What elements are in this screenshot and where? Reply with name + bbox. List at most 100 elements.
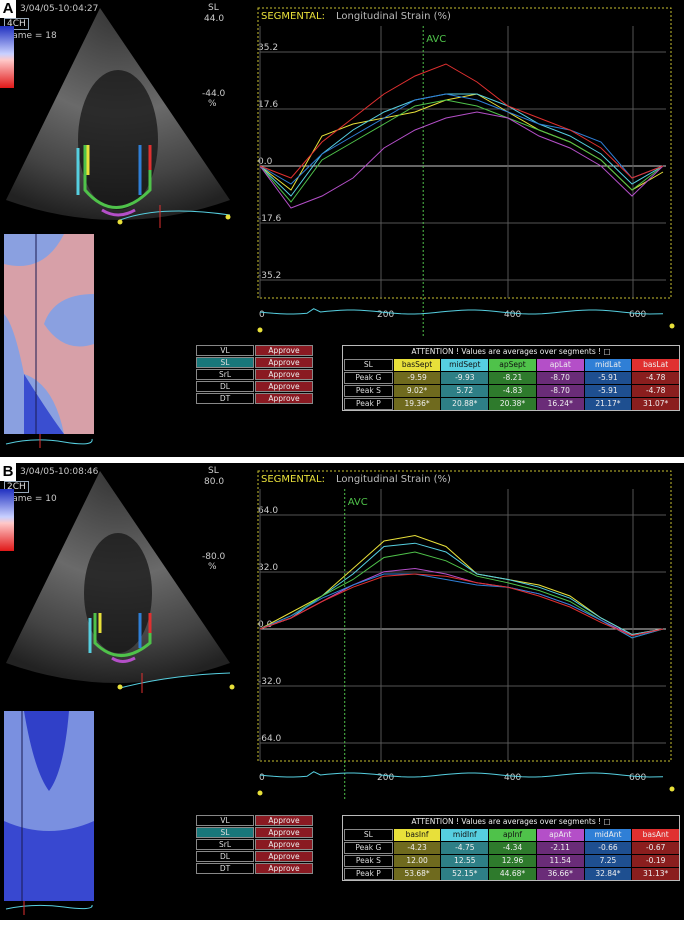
segment-header: midLat — [584, 359, 632, 371]
results-value: 31.13* — [632, 868, 680, 880]
y-tick-label: 0.0 — [258, 620, 273, 630]
strain-curve — [259, 551, 664, 639]
approve-button[interactable]: Approve — [255, 851, 313, 862]
scale-min: -44.0 — [202, 89, 226, 99]
status-row: DL Approve — [196, 381, 313, 392]
trace-type-label[interactable]: DT — [196, 393, 254, 404]
avc-label: AVC — [348, 497, 368, 508]
trace-type-label[interactable]: SL — [196, 827, 254, 838]
trace-type-label[interactable]: DL — [196, 381, 254, 392]
segment-header: basAnt — [632, 829, 680, 841]
x-tick-label: 200 — [377, 310, 394, 320]
results-row-label: Peak S — [344, 385, 393, 397]
panel-a: A 3/04/05-10:04:27 — [0, 0, 684, 457]
trace-type-label[interactable]: VL — [196, 345, 254, 356]
results-value: -9.59 — [393, 372, 441, 384]
approve-button[interactable]: Approve — [255, 839, 313, 850]
graph-title-prefix: SEGMENTAL: — [261, 474, 325, 485]
approve-button[interactable]: Approve — [255, 863, 313, 874]
results-row: Peak G -4.23 -4.75 -4.34 -2.11 -0.66 -0.67 — [343, 842, 680, 854]
results-table: ATTENTION ! Values are averages over seg… — [342, 345, 680, 411]
color-scale-bar — [0, 26, 14, 88]
ecg-trace — [259, 771, 664, 778]
results-value: -4.78 — [632, 372, 680, 384]
trace-type-label[interactable]: SrL — [196, 369, 254, 380]
approve-button[interactable]: Approve — [255, 815, 313, 826]
ecg-trace — [259, 308, 664, 315]
results-value: -0.66 — [584, 842, 632, 854]
y-tick-label: -64.0 — [258, 734, 282, 744]
results-row-label: Peak P — [344, 868, 393, 880]
results-header-row: SL basInf midInf apInf apAnt midAnt basAnt — [343, 829, 680, 841]
results-value: 52.15* — [441, 868, 489, 880]
strain-graph: SEGMENTAL: Longitudinal Strain (%) 64.0 32.… — [253, 463, 684, 803]
results-row-label: Peak G — [344, 842, 393, 854]
approve-button[interactable]: Approve — [255, 393, 313, 404]
results-value: -0.67 — [632, 842, 680, 854]
results-value: 16.24* — [536, 398, 584, 410]
frame-label: Frame = 10 — [4, 494, 57, 504]
graph-frame — [257, 470, 672, 762]
results-value: -8.70 — [536, 372, 584, 384]
scale-name: SL — [208, 466, 219, 476]
results-row-label: Peak P — [344, 398, 393, 410]
echo-image: 3/04/05-10:08:46 2CH Frame = 10 SL 80.0 … — [0, 463, 240, 693]
strain-curve — [259, 542, 664, 636]
strain-curve — [259, 93, 664, 191]
status-row: SrL Approve — [196, 369, 313, 380]
trace-type-label[interactable]: VL — [196, 815, 254, 826]
results-value: -4.78 — [632, 385, 680, 397]
trace-type-label[interactable]: SrL — [196, 839, 254, 850]
view-label: 2CH — [4, 481, 29, 493]
panel-letter: A — [0, 0, 16, 18]
y-tick-label: 35.2 — [258, 43, 278, 53]
ecg-marker — [257, 790, 263, 796]
y-tick-label: 0.0 — [258, 157, 273, 167]
results-header-label: SL — [344, 829, 393, 841]
m-mode-strip — [4, 711, 94, 917]
results-row: Peak P 53.68* 52.15* 44.68* 36.66* 32.84* 31.1… — [343, 868, 680, 880]
color-scale-bar — [0, 489, 14, 551]
approve-button[interactable]: Approve — [255, 345, 313, 356]
results-value: -4.23 — [393, 842, 441, 854]
approve-button[interactable]: Approve — [255, 369, 313, 380]
y-tick-label: -17.6 — [258, 214, 282, 224]
trace-status-table: VL Approve SL Approve SrL Approve DL Approve DT A… — [196, 815, 313, 875]
ecg-marker — [257, 327, 263, 333]
segment-header: midSept — [441, 359, 489, 371]
results-row: Peak S 9.02* 5.72 -4.83 -8.70 -5.91 -4.78 — [343, 385, 680, 397]
strain-curve — [259, 99, 664, 203]
scale-unit: % — [208, 99, 217, 109]
approve-button[interactable]: Approve — [255, 381, 313, 392]
scale-name: SL — [208, 3, 219, 13]
strain-curve — [259, 93, 664, 197]
trace-type-label[interactable]: DL — [196, 851, 254, 862]
x-tick-label: 600 — [629, 773, 646, 783]
trace-type-label[interactable]: SL — [196, 357, 254, 368]
y-tick-label: 32.0 — [258, 563, 278, 573]
segment-header: basSept — [393, 359, 441, 371]
approve-button[interactable]: Approve — [255, 357, 313, 368]
status-row: DT Approve — [196, 393, 313, 404]
results-value: 36.66* — [536, 868, 584, 880]
status-row: DT Approve — [196, 863, 313, 874]
segment-header: basLat — [632, 359, 680, 371]
x-tick-label: 0 — [259, 310, 265, 320]
status-row: SL Approve — [196, 827, 313, 838]
results-header-row: SL basSept midSept apSept apLat midLat basLat — [343, 359, 680, 371]
trace-type-label[interactable]: DT — [196, 863, 254, 874]
results-value: 12.96 — [489, 855, 536, 867]
panel-letter: B — [0, 463, 16, 481]
results-value: 21.17* — [584, 398, 632, 410]
results-value: 20.88* — [441, 398, 489, 410]
approve-button[interactable]: Approve — [255, 827, 313, 838]
results-row: Peak G -9.59 -9.93 -8.21 -8.70 -5.91 -4.78 — [343, 372, 680, 384]
results-row-label: Peak S — [344, 855, 393, 867]
graph-title-prefix: SEGMENTAL: — [261, 11, 325, 22]
results-row-label: Peak G — [344, 372, 393, 384]
x-tick-label: 400 — [504, 773, 521, 783]
x-tick-label: 0 — [259, 773, 265, 783]
results-table: ATTENTION ! Values are averages over seg… — [342, 815, 680, 881]
view-label: 4CH — [4, 18, 29, 30]
results-value: 44.68* — [489, 868, 536, 880]
